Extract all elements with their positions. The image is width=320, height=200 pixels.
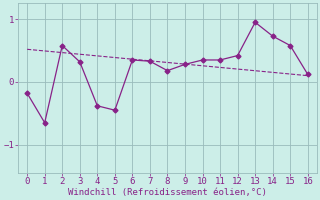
X-axis label: Windchill (Refroidissement éolien,°C): Windchill (Refroidissement éolien,°C) (68, 188, 267, 197)
